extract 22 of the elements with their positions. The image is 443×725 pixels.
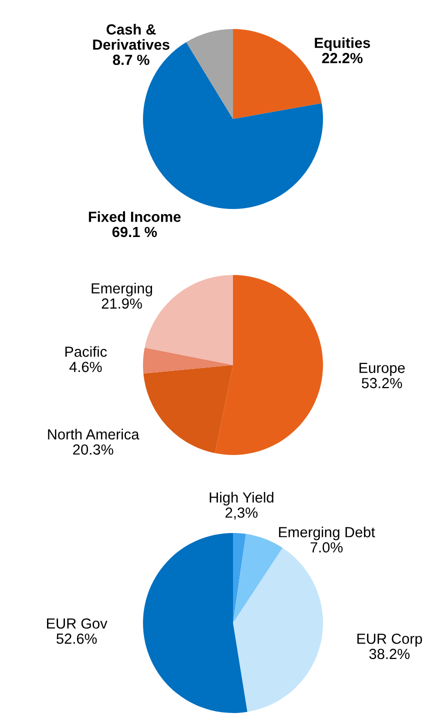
data-label: 2,3%: [226, 507, 258, 520]
data-label: 52.6%: [56, 634, 97, 644]
data-label: 7.0%: [310, 542, 343, 553]
slice-label: High Yield: [210, 492, 274, 506]
data-label: 20.3%: [73, 444, 114, 455]
data-label: 38.2%: [369, 648, 410, 660]
slice-label: Emerging: [92, 282, 152, 296]
data-label: 21.9%: [102, 298, 142, 309]
slice-label: Cash & Derivatives: [93, 24, 170, 50]
data-label: 4.6%: [69, 362, 102, 372]
data-label: 53.2%: [362, 378, 402, 388]
slice-label: Pacific: [65, 346, 107, 357]
slice-label: Fixed Income: [88, 211, 181, 222]
slice-label: Europe: [360, 362, 405, 376]
slice-label: Equities: [314, 37, 370, 51]
data-label: 8.7 %: [112, 54, 150, 65]
data-label: 22.2%: [322, 52, 363, 64]
slice-label: Emerging Debt: [279, 526, 376, 540]
slice-label: EUR Gov: [47, 618, 108, 629]
data-label: 69.1 %: [112, 226, 157, 238]
slice-label: EUR Corp: [357, 634, 422, 647]
slice-label: North America: [48, 428, 140, 440]
